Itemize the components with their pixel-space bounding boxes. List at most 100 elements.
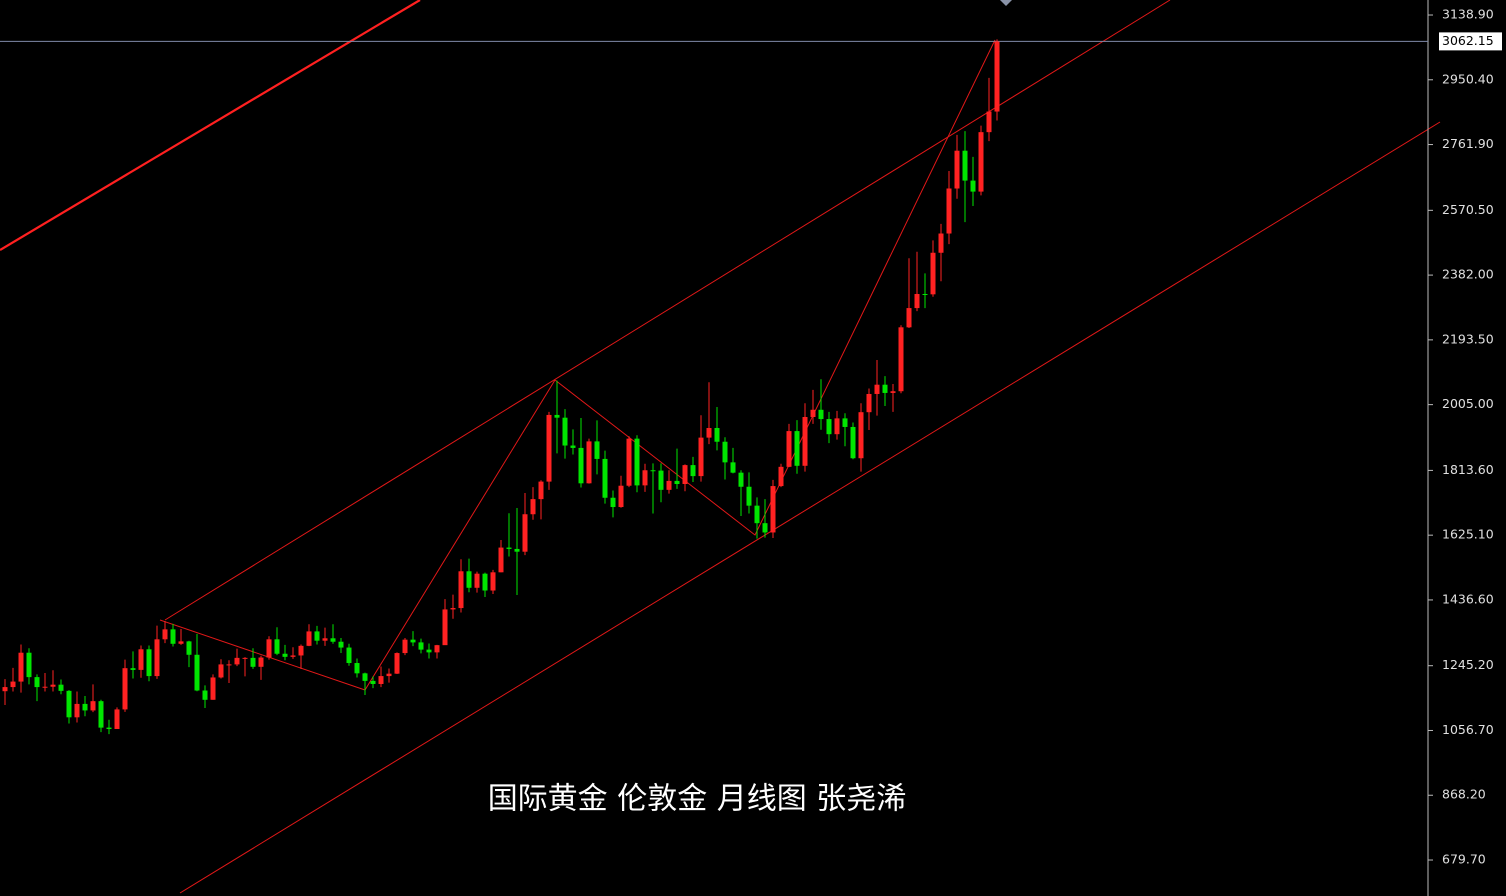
chart-title: 国际黄金 伦敦金 月线图 张尧浠 <box>488 782 907 817</box>
candle-body <box>706 427 712 438</box>
candle-body <box>786 431 792 467</box>
candle-body <box>386 673 392 677</box>
candle-body <box>906 308 912 328</box>
candle-body <box>130 668 136 670</box>
candle-body <box>866 393 872 413</box>
candle-body <box>930 252 936 295</box>
candle-body <box>330 638 336 642</box>
candle-body <box>618 485 624 508</box>
candle-body <box>842 418 848 427</box>
candle-body <box>442 609 448 646</box>
candle-body <box>202 690 208 700</box>
candle-body <box>138 649 144 670</box>
last-price-box <box>1439 32 1502 51</box>
last-price-label: 3062.15 <box>1442 33 1494 48</box>
candle-body <box>114 709 120 729</box>
candle-body <box>530 499 536 515</box>
y-tick-label: 1056.70 <box>1442 722 1494 737</box>
candle-body <box>802 417 808 466</box>
candle-body <box>426 649 432 653</box>
candle-body <box>458 571 464 609</box>
candle-body <box>234 657 240 665</box>
candle-body <box>714 427 720 442</box>
y-tick-label: 2570.50 <box>1442 202 1494 217</box>
candle-body <box>962 150 968 181</box>
candle-body <box>818 409 824 420</box>
candle-body <box>834 418 840 435</box>
candle-body <box>10 681 16 688</box>
candle-body <box>250 657 256 667</box>
candle-body <box>42 686 48 688</box>
candle-body <box>762 523 768 533</box>
candle-body <box>26 652 32 678</box>
candle-body <box>474 573 480 588</box>
candle-body <box>946 188 952 234</box>
candle-body <box>146 649 152 677</box>
candle-body <box>586 441 592 484</box>
candle-body <box>978 132 984 192</box>
candle-body <box>506 547 512 549</box>
candle-body <box>890 391 896 393</box>
y-tick-label: 679.70 <box>1442 852 1486 867</box>
candle-body <box>34 677 40 688</box>
candle-body <box>50 684 56 687</box>
candle-body <box>730 462 736 473</box>
candle-body <box>178 641 184 644</box>
y-tick-label: 868.20 <box>1442 787 1486 802</box>
candle-body <box>554 414 560 418</box>
candle-body <box>482 573 488 591</box>
candle-body <box>2 687 8 692</box>
candle-body <box>994 41 1000 112</box>
candle-body <box>650 470 656 472</box>
candle-body <box>634 438 640 486</box>
candle-body <box>898 327 904 392</box>
y-tick-label: 3138.90 <box>1442 7 1494 22</box>
candle-body <box>642 470 648 486</box>
candle-body <box>338 641 344 648</box>
candle-body <box>58 684 64 691</box>
candle-body <box>434 645 440 653</box>
candle-body <box>698 437 704 477</box>
candle-body <box>514 548 520 552</box>
candle-body <box>466 571 472 588</box>
candle-body <box>602 458 608 498</box>
candle-body <box>258 657 264 667</box>
candle-body <box>418 642 424 650</box>
y-tick-label: 1625.10 <box>1442 527 1494 542</box>
candle-body <box>746 486 752 506</box>
y-tick-label: 2193.50 <box>1442 331 1494 346</box>
candle-body <box>498 547 504 573</box>
candle-body <box>826 419 832 435</box>
y-tick-label: 1245.20 <box>1442 657 1494 672</box>
candle-body <box>922 293 928 295</box>
candle-body <box>626 438 632 486</box>
candle-body <box>18 652 24 682</box>
candle-body <box>162 629 168 640</box>
candle-body <box>722 441 728 463</box>
candle-body <box>98 701 104 728</box>
candle-body <box>274 639 280 654</box>
candle-body <box>874 384 880 394</box>
candle-body <box>242 657 248 659</box>
candle-body <box>938 233 944 253</box>
candle-body <box>210 677 216 700</box>
candle-body <box>538 481 544 500</box>
candle-body <box>562 417 568 446</box>
candle-body <box>794 431 800 466</box>
candle-body <box>354 663 360 674</box>
candle-body <box>682 465 688 485</box>
y-tick-label: 2950.40 <box>1442 71 1494 86</box>
candle-body <box>778 466 784 487</box>
candle-body <box>74 703 80 718</box>
candle-body <box>970 180 976 192</box>
candle-body <box>954 150 960 189</box>
candle-body <box>282 653 288 657</box>
candle-body <box>322 638 328 641</box>
candle-body <box>986 111 992 133</box>
wave-line <box>159 39 996 691</box>
candle-body <box>850 426 856 459</box>
candle-body <box>122 668 128 710</box>
